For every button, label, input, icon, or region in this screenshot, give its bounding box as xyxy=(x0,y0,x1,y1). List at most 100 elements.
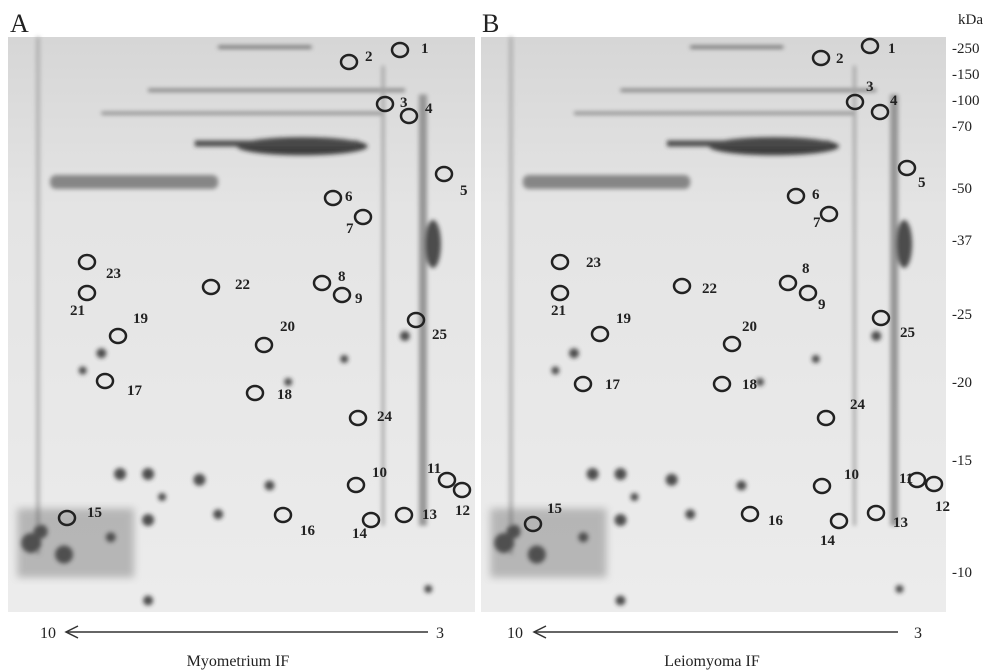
gel-spot xyxy=(736,480,747,491)
gel-band xyxy=(218,45,312,49)
spot-circle xyxy=(897,159,917,177)
gel-spot xyxy=(586,468,599,480)
spot-label: 16 xyxy=(300,523,316,539)
spot-label: 23 xyxy=(106,266,121,282)
spot-circle xyxy=(348,409,368,427)
spot-label: 20 xyxy=(280,319,295,335)
gel-spot xyxy=(78,366,87,375)
spot-label: 3 xyxy=(866,79,874,95)
spot-label: 9 xyxy=(818,297,826,313)
gel-streak xyxy=(508,37,513,555)
spot-circle xyxy=(452,481,472,499)
spot-label: 21 xyxy=(551,303,566,319)
spot-label: 22 xyxy=(235,277,250,293)
spot-circle xyxy=(339,53,359,71)
spot-circle xyxy=(77,253,97,271)
spot-label: 6 xyxy=(345,189,353,205)
spot-circle xyxy=(394,506,414,524)
spot-circle xyxy=(353,208,373,226)
ph-arrowhead xyxy=(64,625,79,639)
spot-circle xyxy=(406,311,426,329)
spot-label: 23 xyxy=(586,255,601,271)
spot-circle xyxy=(375,95,395,113)
gel-spot xyxy=(615,595,626,606)
spot-label: 12 xyxy=(455,503,470,519)
gel-spot xyxy=(340,355,349,363)
spot-circle xyxy=(550,253,570,271)
spot-circle xyxy=(819,205,839,223)
kda-marker: -15 xyxy=(952,453,972,469)
spot-circle xyxy=(870,103,890,121)
spot-label: 24 xyxy=(850,397,866,413)
spot-label: 7 xyxy=(346,221,354,237)
kda-marker: -50 xyxy=(952,181,972,197)
spot-circle xyxy=(924,475,944,493)
spot-circle xyxy=(722,335,742,353)
spot-circle xyxy=(672,277,692,295)
spot-circle xyxy=(907,471,927,489)
gel-spot xyxy=(614,468,627,480)
spot-label: 9 xyxy=(355,291,363,307)
spot-label: 17 xyxy=(605,377,621,393)
gel-spot xyxy=(424,585,433,593)
spot-circle xyxy=(245,384,265,402)
spot-label: 1 xyxy=(421,41,429,57)
gel-spot xyxy=(284,378,293,386)
ph-left: 10 xyxy=(40,625,56,642)
spot-circle xyxy=(816,409,836,427)
gel-spot xyxy=(756,378,764,386)
spot-label: 10 xyxy=(372,465,387,481)
gel-band xyxy=(194,140,359,147)
spot-label: 10 xyxy=(844,467,859,483)
spot-circle xyxy=(778,274,798,292)
spot-label: 4 xyxy=(890,93,898,109)
kda-marker: -250 xyxy=(952,41,980,57)
spot-label: 19 xyxy=(616,311,631,327)
gel-spot xyxy=(158,493,167,501)
kda-marker: -20 xyxy=(952,375,972,391)
gel-spot xyxy=(114,468,127,480)
spot-circle xyxy=(332,286,352,304)
gel-spot xyxy=(399,331,410,341)
gel-streak xyxy=(890,94,899,526)
gel-spot xyxy=(551,366,560,375)
spot-circle xyxy=(254,336,274,354)
spot-circle xyxy=(273,506,293,524)
spot-circle xyxy=(95,372,115,390)
spot-label: 5 xyxy=(918,175,926,191)
ph-left: 10 xyxy=(507,625,523,642)
spot-label: 25 xyxy=(432,327,447,343)
gel-band xyxy=(101,111,382,115)
gel-spot xyxy=(142,468,155,480)
spot-circle xyxy=(573,375,593,393)
gel-band xyxy=(620,88,877,92)
gel-haze xyxy=(490,508,607,578)
spot-circle xyxy=(57,509,77,527)
spot-label: 11 xyxy=(427,461,441,477)
gel-band xyxy=(424,220,441,268)
gel-spot xyxy=(96,348,107,359)
gel-spot xyxy=(685,509,696,520)
ph-right: 3 xyxy=(914,625,922,642)
gel-streak xyxy=(853,65,856,526)
spot-circle xyxy=(798,284,818,302)
spot-label: 18 xyxy=(742,377,757,393)
spot-label: 24 xyxy=(377,409,393,425)
gel-spot xyxy=(871,331,882,341)
spot-circle xyxy=(740,505,760,523)
spot-label: 5 xyxy=(460,183,468,199)
spot-circle xyxy=(712,375,732,393)
gel-band xyxy=(148,88,405,92)
panel-letter: B xyxy=(482,9,499,38)
kda-marker: -150 xyxy=(952,67,980,83)
gel-spot xyxy=(264,480,275,491)
ph-right: 3 xyxy=(436,625,444,642)
spot-circle xyxy=(786,187,806,205)
spot-label: 22 xyxy=(702,281,717,297)
spot-circle xyxy=(390,41,410,59)
spot-label: 12 xyxy=(935,499,950,515)
gel-spot xyxy=(142,514,155,526)
spot-label: 15 xyxy=(87,505,102,521)
